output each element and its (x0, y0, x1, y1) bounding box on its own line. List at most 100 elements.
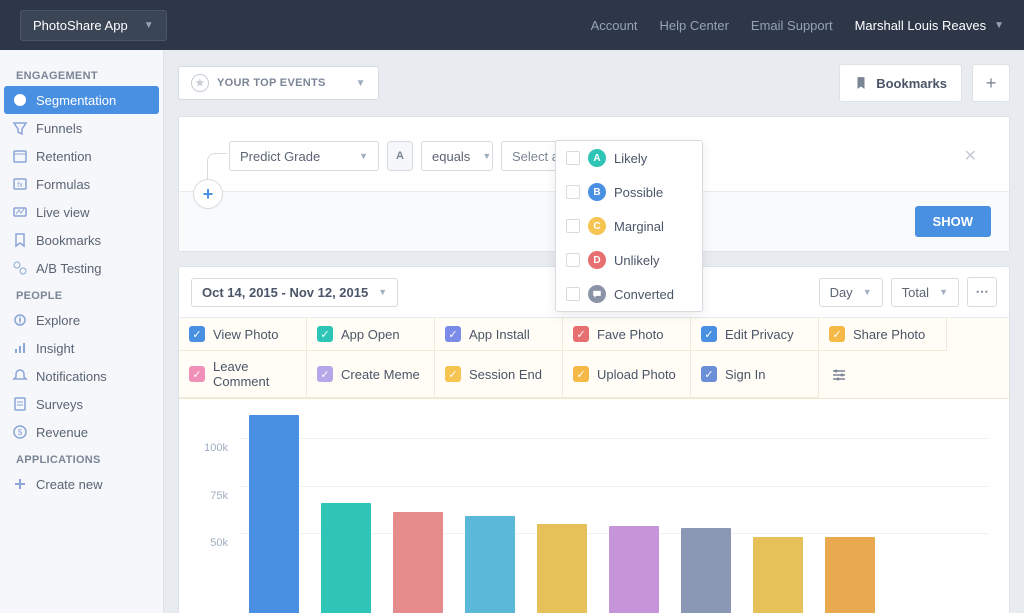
a-b-testing-icon (12, 260, 36, 276)
sidebar-item-label: Explore (36, 313, 80, 328)
sidebar-item-bookmarks[interactable]: Bookmarks (0, 226, 163, 254)
sidebar-item-insight[interactable]: Insight (0, 334, 163, 362)
legend-item[interactable]: ✓Sign In (691, 351, 819, 398)
sidebar-item-formulas[interactable]: fxFormulas (0, 170, 163, 198)
legend-item[interactable]: ✓Fave Photo (563, 318, 691, 351)
chart-bar[interactable] (537, 524, 587, 613)
bookmark-icon (854, 76, 868, 90)
bookmarks-icon (12, 232, 36, 248)
chevron-down-icon: ▼ (470, 151, 491, 161)
filter-operator-label: equals (432, 149, 470, 164)
sidebar-item-explore[interactable]: Explore (0, 306, 163, 334)
top-events-dropdown[interactable]: ★ YOUR TOP EVENTS ▼ (178, 66, 379, 100)
chart-bar[interactable] (681, 528, 731, 613)
insight-icon (12, 340, 36, 356)
granularity-label: Day (830, 285, 853, 300)
user-menu[interactable]: Marshall Louis Reaves ▼ (855, 18, 1004, 33)
surveys-icon (12, 396, 36, 412)
chevron-down-icon: ▼ (939, 287, 948, 297)
add-filter-button[interactable]: + (193, 179, 223, 209)
date-range-label: Oct 14, 2015 - Nov 12, 2015 (202, 285, 368, 300)
check-icon: ✓ (445, 326, 461, 342)
grade-badge: A (588, 149, 606, 167)
dropdown-option[interactable]: Converted (556, 277, 702, 311)
legend-item[interactable]: ✓Leave Comment (179, 351, 307, 398)
page-header: ★ YOUR TOP EVENTS ▼ Bookmarks + (178, 64, 1010, 102)
bars-container (239, 409, 989, 613)
check-icon: ✓ (701, 366, 717, 382)
sidebar-item-create-new[interactable]: Create new (0, 470, 163, 498)
grade-badge: C (588, 217, 606, 235)
legend-item[interactable]: ✓View Photo (179, 318, 307, 351)
dropdown-option[interactable]: BPossible (556, 175, 702, 209)
legend-item[interactable]: ✓Session End (435, 351, 563, 398)
filter-type-badge[interactable]: A (387, 141, 413, 171)
dropdown-option[interactable]: ALikely (556, 141, 702, 175)
legend-item[interactable]: ✓Upload Photo (563, 351, 691, 398)
aggregation-select[interactable]: Total ▼ (891, 278, 959, 307)
legend-item[interactable]: ✓App Open (307, 318, 435, 351)
sidebar-item-a-b-testing[interactable]: A/B Testing (0, 254, 163, 282)
notifications-icon (12, 368, 36, 384)
check-icon: ✓ (445, 366, 461, 382)
chart-bar[interactable] (753, 537, 803, 613)
chart-bar[interactable] (465, 516, 515, 613)
legend-label: View Photo (213, 327, 279, 342)
more-options-button[interactable]: ⋯ (967, 277, 997, 307)
option-label: Marginal (614, 219, 664, 234)
chevron-down-icon: ▼ (378, 287, 387, 297)
sidebar-heading: APPLICATIONS (0, 446, 163, 470)
filter-property-select[interactable]: Predict Grade ▼ (229, 141, 379, 171)
chart-bar[interactable] (249, 415, 299, 613)
checkbox (566, 151, 580, 165)
granularity-select[interactable]: Day ▼ (819, 278, 883, 307)
check-icon: ✓ (573, 326, 589, 342)
chart-bar[interactable] (393, 512, 443, 613)
sidebar-item-label: A/B Testing (36, 261, 102, 276)
check-icon: ✓ (701, 326, 717, 342)
chart-panel: Oct 14, 2015 - Nov 12, 2015 ▼ Day ▼ Tota… (178, 266, 1010, 613)
sidebar-item-segmentation[interactable]: Segmentation (4, 86, 159, 114)
revenue-icon: $ (12, 424, 36, 440)
dropdown-option[interactable]: C Marginal (556, 209, 702, 243)
remove-filter-button[interactable]: ✕ (956, 146, 985, 166)
app-selector[interactable]: PhotoShare App ▼ (20, 10, 167, 41)
bookmarks-button[interactable]: Bookmarks (839, 64, 962, 102)
chart-bar[interactable] (609, 526, 659, 613)
filter-operator-select[interactable]: equals ▼ (421, 141, 493, 171)
sidebar-item-notifications[interactable]: Notifications (0, 362, 163, 390)
sidebar-item-label: Funnels (36, 121, 82, 136)
grade-badge: D (588, 251, 606, 269)
chart-bar[interactable] (321, 503, 371, 613)
chevron-down-icon: ▼ (863, 287, 872, 297)
add-bookmark-button[interactable]: + (972, 64, 1010, 102)
nav-account[interactable]: Account (591, 18, 638, 33)
legend-item[interactable]: ✓App Install (435, 318, 563, 351)
nav-help-center[interactable]: Help Center (660, 18, 729, 33)
checkbox (566, 219, 580, 233)
legend-item[interactable]: ✓Create Meme (307, 351, 435, 398)
aggregation-label: Total (902, 285, 929, 300)
chart-legend: ✓View Photo✓App Open✓App Install✓Fave Ph… (179, 318, 1009, 399)
chart-bar[interactable] (825, 537, 875, 613)
show-button[interactable]: SHOW (915, 206, 991, 237)
sidebar-item-label: Notifications (36, 369, 107, 384)
dropdown-option[interactable]: DUnlikely (556, 243, 702, 277)
legend-item[interactable]: ✓Share Photo (819, 318, 947, 351)
filter-value-dropdown: ALikelyBPossible C Marginal DUnlikelyConver… (555, 140, 703, 312)
legend-label: Leave Comment (213, 359, 296, 389)
sidebar-item-live-view[interactable]: Live view (0, 198, 163, 226)
legend-settings-button[interactable] (819, 351, 859, 398)
sidebar-item-label: Bookmarks (36, 233, 101, 248)
create-new-icon (12, 476, 36, 492)
svg-text:fx: fx (17, 182, 23, 189)
legend-item[interactable]: ✓Edit Privacy (691, 318, 819, 351)
sidebar-item-retention[interactable]: Retention (0, 142, 163, 170)
sidebar-item-revenue[interactable]: $Revenue (0, 418, 163, 446)
check-icon: ✓ (573, 366, 589, 382)
sidebar-item-surveys[interactable]: Surveys (0, 390, 163, 418)
nav-email-support[interactable]: Email Support (751, 18, 833, 33)
sidebar-item-funnels[interactable]: Funnels (0, 114, 163, 142)
funnels-icon (12, 120, 36, 136)
date-range-picker[interactable]: Oct 14, 2015 - Nov 12, 2015 ▼ (191, 278, 398, 307)
